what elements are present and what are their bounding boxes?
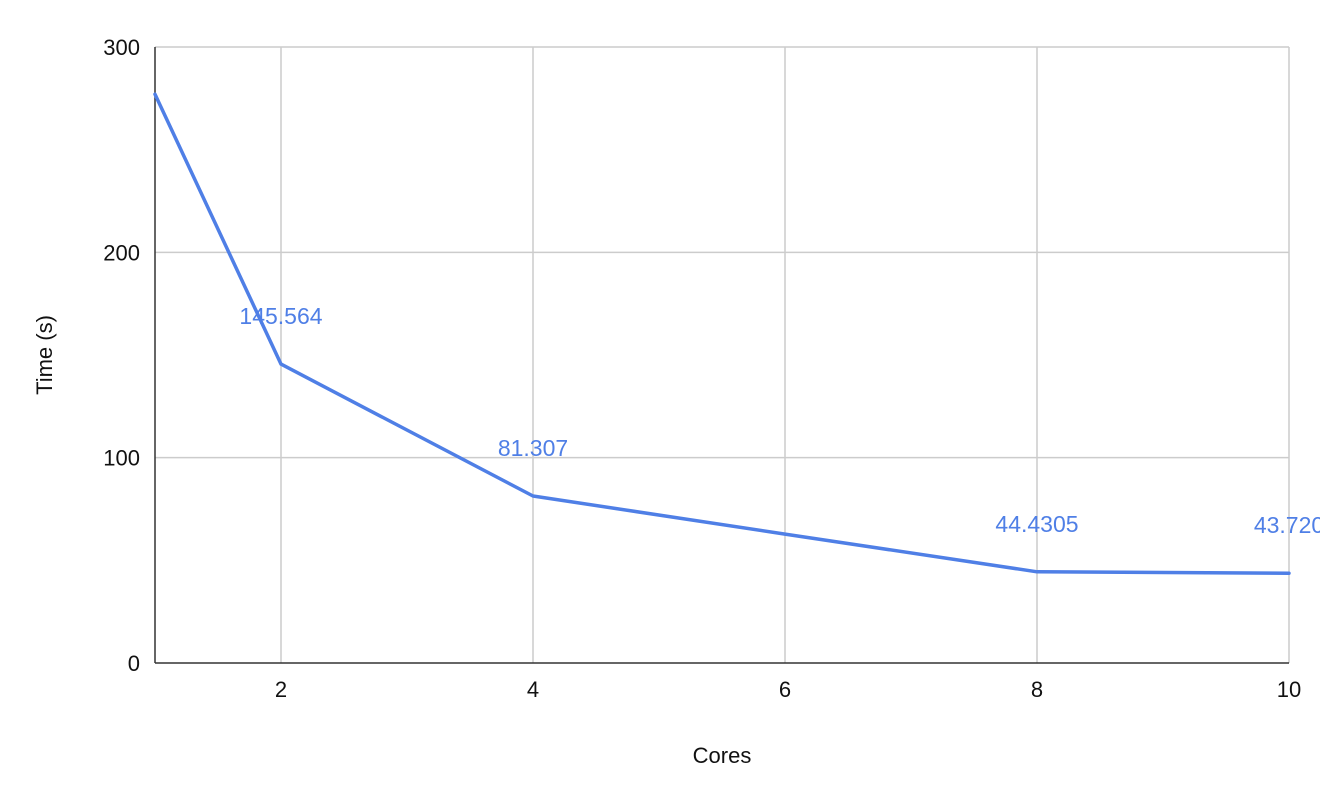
y-tick-label: 100 [103,446,140,471]
x-tick-label: 10 [1277,677,1301,702]
x-tick-label: 6 [779,677,791,702]
data-label: 44.4305 [995,511,1078,537]
data-labels: 145.564 81.307 44.4305 43.720 [239,303,1320,538]
x-tick-label: 4 [527,677,539,702]
data-label: 81.307 [498,435,568,461]
y-axis-title: Time (s) [32,315,57,395]
data-label: 43.720 [1254,512,1320,538]
y-tick-label: 300 [103,35,140,60]
tick-labels: 0 100 200 300 2 4 6 8 10 [103,35,1301,702]
x-axis-title: Cores [693,743,752,768]
series [153,92,1291,575]
axes [154,47,1289,664]
x-tick-label: 2 [275,677,287,702]
x-tick-label: 8 [1031,677,1043,702]
grid [155,46,1290,663]
data-label: 145.564 [239,303,322,329]
series-line [153,92,1291,575]
y-tick-label: 200 [103,240,140,265]
y-tick-label: 0 [128,651,140,676]
